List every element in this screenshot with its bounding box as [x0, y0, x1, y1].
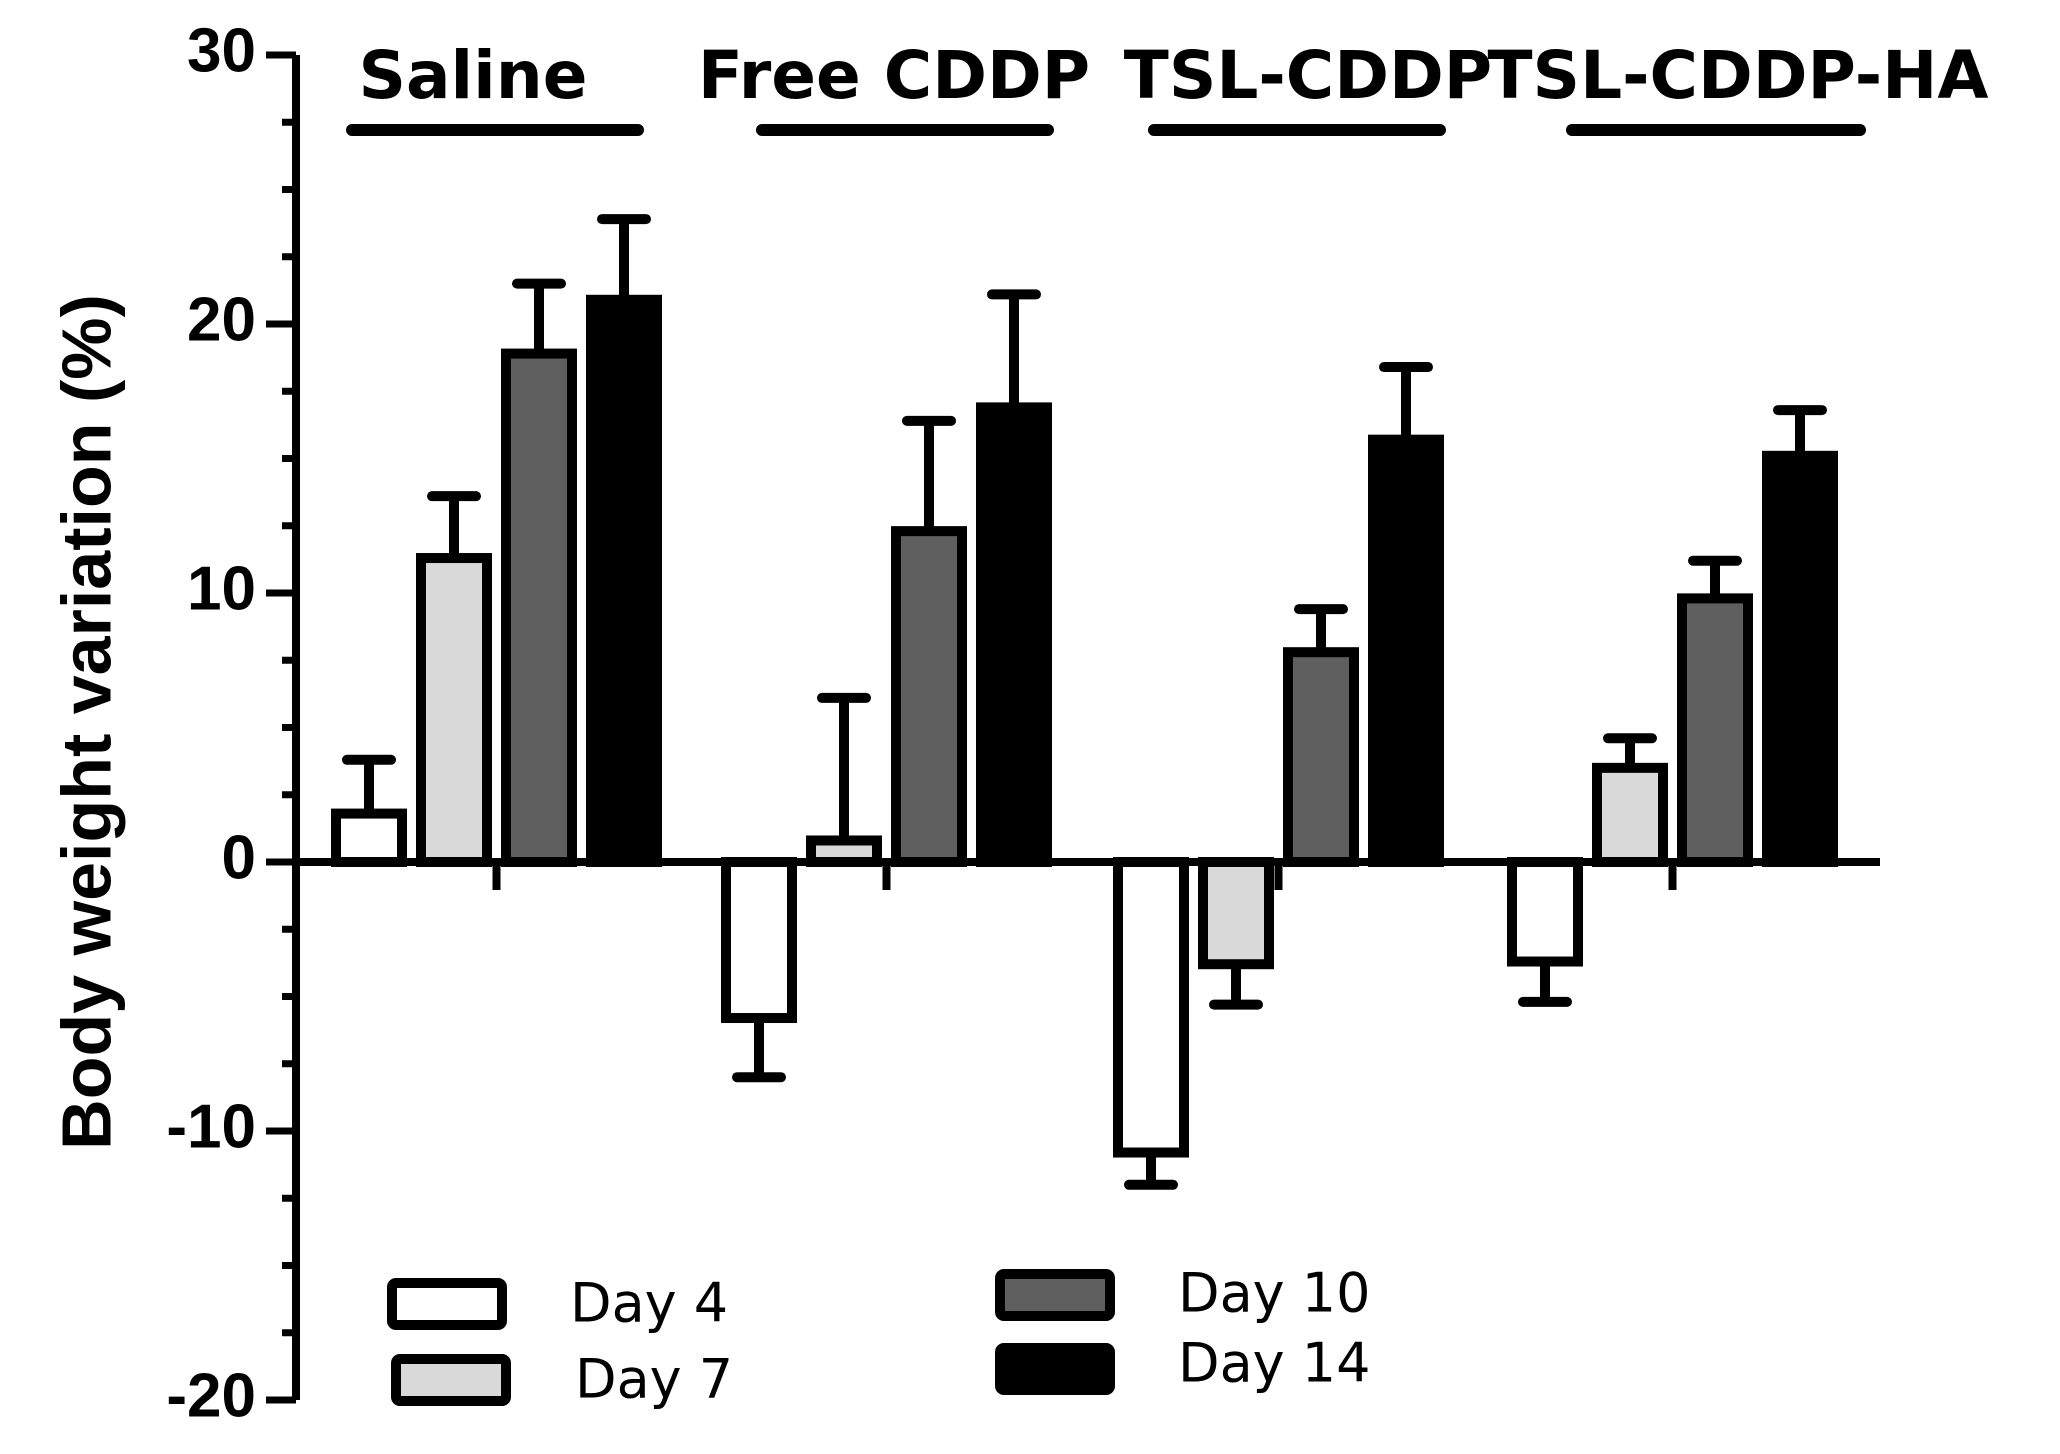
group-label: TSL-CDDP — [1124, 37, 1492, 114]
legend-swatch — [391, 1354, 511, 1406]
legend-swatch — [995, 1343, 1115, 1395]
bar — [891, 526, 967, 867]
y-axis-label: Body weight variation (%) — [47, 294, 125, 1150]
y-tick-label: -20 — [166, 1361, 256, 1430]
legend-label: Day 14 — [1178, 1332, 1371, 1395]
bar — [1762, 450, 1838, 867]
y-tick-label: 20 — [187, 285, 256, 354]
group-label: Free CDDP — [698, 37, 1090, 114]
bar — [1113, 857, 1189, 1158]
group-label: TSL-CDDP-HA — [1488, 37, 1989, 114]
bar — [1677, 593, 1753, 867]
legend-swatch — [995, 1269, 1115, 1321]
bar — [331, 808, 407, 868]
bar — [1283, 647, 1359, 867]
legend-label: Day 10 — [1178, 1262, 1371, 1325]
bar — [806, 835, 882, 867]
bar — [501, 348, 577, 867]
bar — [1592, 762, 1668, 867]
legend-swatch — [387, 1278, 507, 1330]
bar — [416, 553, 492, 868]
bar — [586, 294, 662, 868]
bar — [1198, 857, 1274, 970]
group-label: Saline — [358, 37, 587, 114]
y-tick-label: 10 — [187, 554, 256, 623]
legend-label: Day 4 — [570, 1272, 728, 1335]
y-tick-label: 30 — [187, 16, 256, 85]
y-tick-label: -10 — [166, 1092, 256, 1161]
legend-label: Day 7 — [575, 1348, 733, 1411]
bar — [1507, 857, 1583, 967]
bar — [721, 857, 797, 1024]
y-tick-label: 0 — [222, 823, 256, 892]
bar — [1368, 434, 1444, 867]
bar — [976, 402, 1052, 867]
